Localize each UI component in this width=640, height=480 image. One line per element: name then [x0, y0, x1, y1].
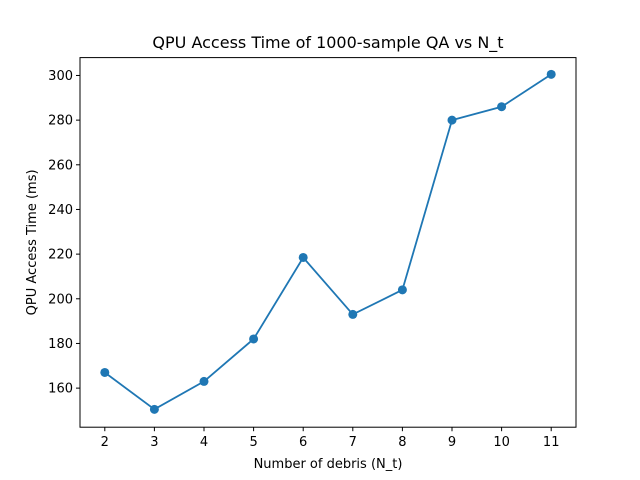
x-tick-label: 3 — [150, 435, 158, 450]
x-tick-label: 4 — [200, 435, 208, 450]
x-tick-label: 9 — [448, 435, 456, 450]
x-tick-label: 8 — [398, 435, 406, 450]
y-tick-label: 180 — [48, 337, 73, 352]
data-point — [447, 115, 457, 125]
y-tick-label: 160 — [48, 382, 73, 397]
data-point — [546, 69, 556, 79]
chart-title: QPU Access Time of 1000-sample QA vs N_t — [152, 33, 503, 53]
data-point — [100, 367, 110, 377]
y-tick-label: 220 — [48, 248, 73, 263]
data-point — [149, 404, 159, 414]
y-tick-label: 280 — [48, 114, 73, 129]
y-axis-ticks: 160 180 200 220 240 260 280 300 — [48, 69, 80, 397]
data-point — [249, 334, 259, 344]
y-axis-title: QPU Access Time (ms) — [25, 169, 40, 315]
x-tick-label: 2 — [101, 435, 109, 450]
x-tick-label: 6 — [299, 435, 307, 450]
y-tick-label: 300 — [48, 69, 73, 84]
y-tick-label: 200 — [48, 292, 73, 307]
x-tick-label: 10 — [493, 435, 510, 450]
x-tick-label: 7 — [349, 435, 357, 450]
data-point — [199, 376, 209, 386]
data-point — [298, 252, 308, 262]
data-point — [497, 102, 507, 112]
data-point — [397, 285, 407, 295]
y-tick-label: 240 — [48, 203, 73, 218]
y-tick-label: 260 — [48, 158, 73, 173]
plot-frame — [79, 57, 577, 428]
data-point — [348, 309, 358, 319]
plot-marks — [100, 69, 556, 414]
x-tick-label: 5 — [249, 435, 257, 450]
x-tick-label: 11 — [543, 435, 560, 450]
x-axis-title: Number of debris (N_t) — [254, 457, 403, 472]
series-line — [104, 73, 552, 411]
x-axis-ticks: 2 3 4 5 6 7 8 9 10 11 — [101, 427, 560, 450]
